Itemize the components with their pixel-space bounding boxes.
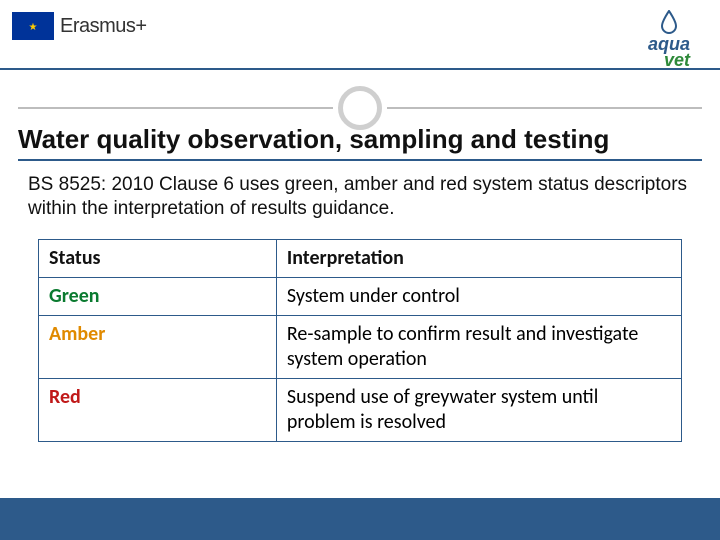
interp-cell: Suspend use of greywater system until pr… xyxy=(276,378,681,441)
status-table: Status Interpretation Green System under… xyxy=(38,239,682,442)
table-row: Green System under control xyxy=(39,277,682,315)
footer-bar xyxy=(0,498,720,540)
status-cell: Amber xyxy=(39,315,277,378)
vet-text: vet xyxy=(648,52,690,68)
header: Erasmus+ aqua vet xyxy=(0,0,720,70)
status-cell: Green xyxy=(39,277,277,315)
erasmus-label: Erasmus+ xyxy=(60,15,147,38)
aquavet-logo: aqua vet xyxy=(648,10,690,68)
interp-cell: System under control xyxy=(276,277,681,315)
water-drop-icon xyxy=(659,10,679,34)
col-header-interpretation: Interpretation xyxy=(276,239,681,277)
content-area: Water quality observation, sampling and … xyxy=(18,124,702,442)
table-header-row: Status Interpretation xyxy=(39,239,682,277)
intro-text: BS 8525: 2010 Clause 6 uses green, amber… xyxy=(28,173,692,221)
table-row: Amber Re-sample to confirm result and in… xyxy=(39,315,682,378)
col-header-status: Status xyxy=(39,239,277,277)
erasmus-logo: Erasmus+ xyxy=(12,12,147,40)
page-title: Water quality observation, sampling and … xyxy=(18,124,702,161)
table-row: Red Suspend use of greywater system unti… xyxy=(39,378,682,441)
eu-flag-icon xyxy=(12,12,54,40)
status-cell: Red xyxy=(39,378,277,441)
interp-cell: Re-sample to confirm result and investig… xyxy=(276,315,681,378)
